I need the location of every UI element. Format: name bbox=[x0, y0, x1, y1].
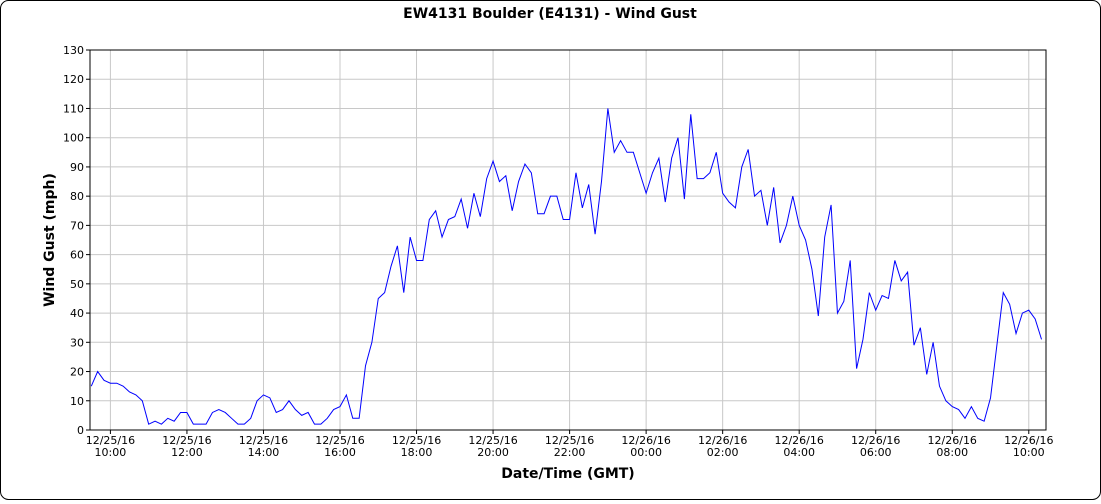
x-tick-label: 12/26/16 10:00 bbox=[1004, 434, 1053, 459]
y-tick-label: 30 bbox=[70, 336, 84, 349]
y-tick-label: 130 bbox=[63, 44, 84, 57]
x-axis-label: Date/Time (GMT) bbox=[501, 466, 634, 482]
x-tick-label-line: 00:00 bbox=[630, 446, 662, 459]
x-tick-label-line: 20:00 bbox=[477, 446, 509, 459]
x-tick-label-line: 12/25/16 bbox=[239, 434, 288, 447]
x-tick-label-line: 12/26/16 bbox=[774, 434, 823, 447]
y-tick-label: 40 bbox=[70, 307, 84, 320]
x-tick-label: 12/25/16 22:00 bbox=[545, 434, 594, 459]
x-tick-label: 12/25/16 16:00 bbox=[315, 434, 364, 459]
y-tick-label: 110 bbox=[63, 102, 84, 115]
x-tick-label-line: 12/25/16 bbox=[162, 434, 211, 447]
x-tick-label: 12/26/16 02:00 bbox=[698, 434, 747, 459]
x-tick-label-line: 12/25/16 bbox=[315, 434, 364, 447]
y-tick-label: 20 bbox=[70, 366, 84, 379]
x-tick-label: 12/25/16 12:00 bbox=[162, 434, 211, 459]
x-tick-label-line: 08:00 bbox=[936, 446, 968, 459]
y-tick-label: 120 bbox=[63, 73, 84, 86]
x-tick-label: 12/25/16 20:00 bbox=[468, 434, 517, 459]
x-tick-label-line: 12/26/16 bbox=[851, 434, 900, 447]
x-tick-label-line: 12/26/16 bbox=[1004, 434, 1053, 447]
x-tick-label-line: 18:00 bbox=[401, 446, 433, 459]
y-tick-label: 50 bbox=[70, 278, 84, 291]
y-tick-label: 100 bbox=[63, 132, 84, 145]
x-tick-label-line: 10:00 bbox=[95, 446, 127, 459]
x-tick-label: 12/26/16 06:00 bbox=[851, 434, 900, 459]
y-tick-label: 70 bbox=[70, 219, 84, 232]
x-tick-label-line: 12/25/16 bbox=[545, 434, 594, 447]
x-tick-label-line: 02:00 bbox=[707, 446, 739, 459]
x-tick-label: 12/26/16 00:00 bbox=[621, 434, 670, 459]
y-tick-label: 90 bbox=[70, 161, 84, 174]
y-axis-label: Wind Gust (mph) bbox=[42, 173, 58, 307]
x-tick-label-line: 14:00 bbox=[248, 446, 280, 459]
y-tick-label: 0 bbox=[77, 424, 84, 437]
x-tick-label-line: 12/25/16 bbox=[86, 434, 135, 447]
x-tick-label: 12/26/16 04:00 bbox=[774, 434, 823, 459]
data-line bbox=[90, 108, 1043, 425]
x-tick-label-line: 04:00 bbox=[783, 446, 815, 459]
x-tick-label-line: 10:00 bbox=[1013, 446, 1045, 459]
x-tick-label: 12/25/16 18:00 bbox=[392, 434, 441, 459]
x-tick-label: 12/26/16 08:00 bbox=[928, 434, 977, 459]
x-tick-label-line: 16:00 bbox=[324, 446, 356, 459]
x-tick-label-line: 06:00 bbox=[860, 446, 892, 459]
y-tick-label: 80 bbox=[70, 190, 84, 203]
x-tick-label-line: 12/26/16 bbox=[621, 434, 670, 447]
x-tick-label: 12/25/16 10:00 bbox=[86, 434, 135, 459]
x-tick-label-line: 12/26/16 bbox=[698, 434, 747, 447]
plot-border bbox=[89, 49, 1047, 431]
x-tick-label-line: 12/25/16 bbox=[392, 434, 441, 447]
y-tick-label: 10 bbox=[70, 395, 84, 408]
x-tick-label: 12/25/16 14:00 bbox=[239, 434, 288, 459]
x-tick-label-line: 12/26/16 bbox=[928, 434, 977, 447]
x-tick-label-line: 22:00 bbox=[554, 446, 586, 459]
chart-title: EW4131 Boulder (E4131) - Wind Gust bbox=[403, 6, 697, 22]
x-tick-label-line: 12/25/16 bbox=[468, 434, 517, 447]
y-tick-label: 60 bbox=[70, 249, 84, 262]
x-tick-label-line: 12:00 bbox=[171, 446, 203, 459]
